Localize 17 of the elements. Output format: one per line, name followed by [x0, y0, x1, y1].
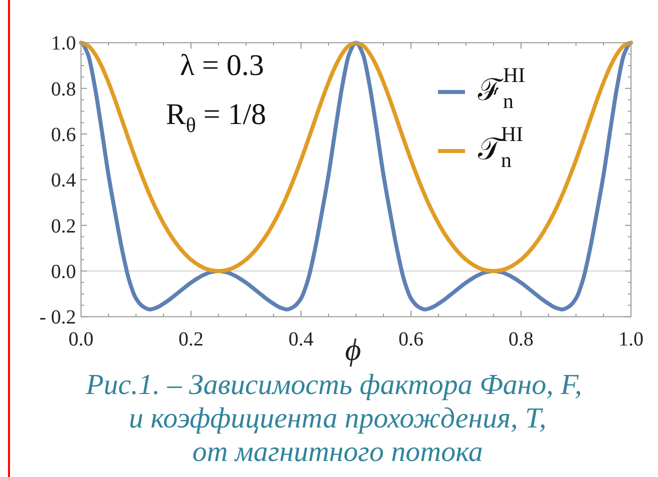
y-tick-label: 1.0 — [51, 32, 76, 55]
x-tick-label: 1.0 — [618, 328, 644, 351]
x-tick-label: 0.0 — [68, 328, 94, 351]
x-tick-label: 0.2 — [178, 328, 204, 351]
x-tick-label: 0.4 — [288, 328, 314, 351]
x-tick-label: 0.6 — [398, 328, 424, 351]
y-tick-label: 0.6 — [51, 124, 76, 146]
y-tick-label: - 0.2 — [39, 306, 76, 329]
x-tick-label: 0.8 — [508, 328, 534, 351]
y-tick-label: 0.0 — [51, 261, 76, 284]
annotation: λ = 0.3 — [180, 49, 264, 82]
y-tick-label: 0.8 — [51, 78, 76, 100]
y-tick-label: 0.2 — [51, 215, 76, 238]
y-tick-label: 0.4 — [51, 170, 76, 192]
annotation: Рис.1. – Зависимость фактора Фано, F, и коэффициента прохождения, T, от магнитного потока — [86, 369, 582, 468]
annotation: R$_{θ}$ = 1/8 — [166, 98, 266, 138]
x-axis-title: ϕ — [344, 332, 362, 367]
